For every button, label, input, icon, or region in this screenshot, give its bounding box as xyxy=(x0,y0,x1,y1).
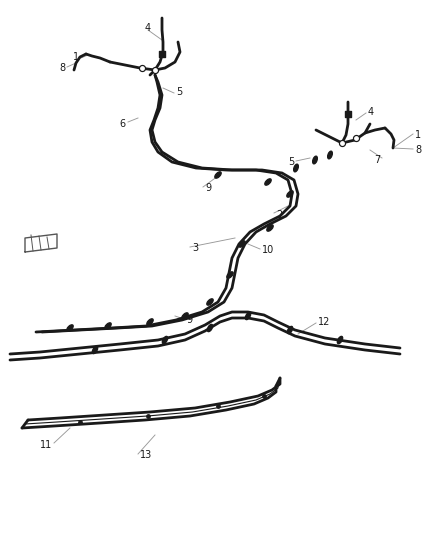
Ellipse shape xyxy=(215,172,221,178)
Point xyxy=(261,392,268,400)
Text: 10: 10 xyxy=(262,245,274,255)
Ellipse shape xyxy=(337,336,343,344)
Ellipse shape xyxy=(67,325,73,331)
Point xyxy=(353,134,360,142)
Point xyxy=(138,64,145,72)
Ellipse shape xyxy=(313,156,317,164)
Text: 6: 6 xyxy=(120,119,126,129)
Point xyxy=(215,402,222,410)
Ellipse shape xyxy=(207,325,212,332)
Text: 7: 7 xyxy=(374,155,380,165)
Ellipse shape xyxy=(328,151,332,159)
Text: 3: 3 xyxy=(192,243,198,253)
Text: 5: 5 xyxy=(176,87,182,97)
Point xyxy=(138,64,145,72)
Point xyxy=(77,418,84,426)
Text: 1: 1 xyxy=(73,52,79,62)
Text: 2: 2 xyxy=(276,210,282,220)
Ellipse shape xyxy=(182,313,188,319)
Ellipse shape xyxy=(267,225,273,231)
Ellipse shape xyxy=(239,241,245,247)
Text: 4: 4 xyxy=(145,23,151,33)
Ellipse shape xyxy=(287,326,293,334)
Ellipse shape xyxy=(92,346,98,353)
Ellipse shape xyxy=(105,323,111,329)
Ellipse shape xyxy=(227,272,233,278)
Text: 1: 1 xyxy=(415,130,421,140)
Text: 8: 8 xyxy=(59,63,65,73)
Ellipse shape xyxy=(293,164,298,172)
Point xyxy=(353,134,360,142)
Ellipse shape xyxy=(147,319,153,325)
Point xyxy=(339,139,346,147)
Point xyxy=(152,66,159,74)
Text: 9: 9 xyxy=(186,315,192,325)
Text: 4: 4 xyxy=(368,107,374,117)
Ellipse shape xyxy=(245,312,251,320)
Point xyxy=(159,50,166,58)
Text: 11: 11 xyxy=(40,440,52,450)
Text: 12: 12 xyxy=(318,317,330,327)
Point xyxy=(152,66,159,74)
Ellipse shape xyxy=(265,179,271,185)
Text: 5: 5 xyxy=(288,157,294,167)
Text: 9: 9 xyxy=(205,183,211,193)
Ellipse shape xyxy=(162,336,168,344)
Ellipse shape xyxy=(287,191,293,197)
Text: 8: 8 xyxy=(415,145,421,155)
Text: 13: 13 xyxy=(140,450,152,460)
Point xyxy=(339,139,346,147)
Point xyxy=(145,411,152,420)
Ellipse shape xyxy=(207,299,213,305)
Point xyxy=(345,110,352,118)
